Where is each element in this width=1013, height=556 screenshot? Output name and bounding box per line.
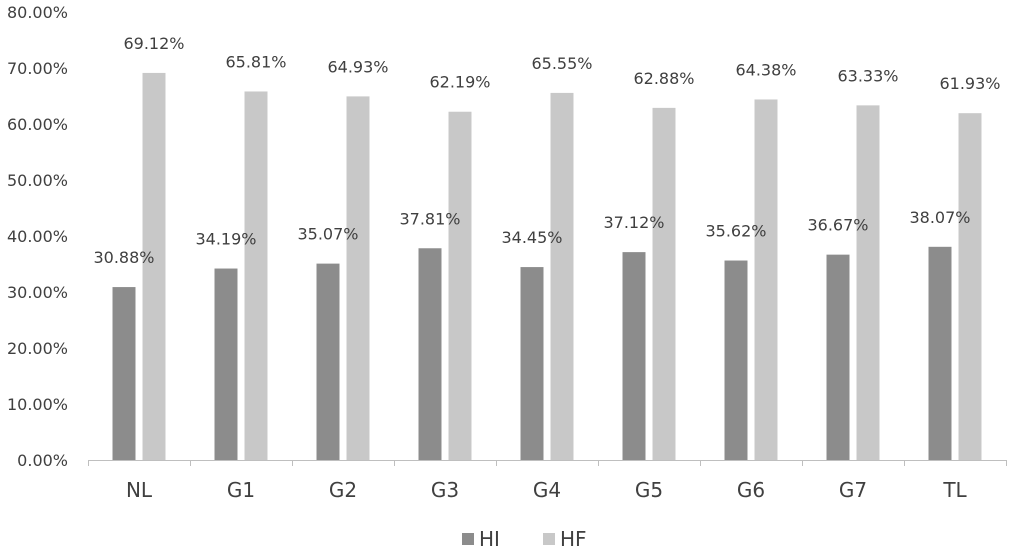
x-tick-label: G3 <box>431 478 459 502</box>
y-tick-label: 50.00% <box>7 171 68 190</box>
x-tick-label: G2 <box>329 478 357 502</box>
y-axis-labels: 0.00% 10.00% 20.00% 30.00% 40.00% 50.00% 60.00… <box>7 3 68 470</box>
bar-hi-g2 <box>316 263 340 460</box>
y-tick-label: 70.00% <box>7 59 68 78</box>
data-label-hf-g5: 62.88% <box>633 69 694 88</box>
legend-swatch-hf <box>543 533 555 545</box>
bar-hi-g7 <box>826 254 850 460</box>
x-tick-label: G5 <box>635 478 663 502</box>
y-tick-label: 40.00% <box>7 227 68 246</box>
y-tick-label: 0.00% <box>17 451 68 470</box>
data-label-hi-g5: 37.12% <box>603 213 664 232</box>
data-label-hi-tl: 38.07% <box>909 208 970 227</box>
data-label-hi-g1: 34.19% <box>195 230 256 249</box>
bar-hf-g4 <box>550 92 574 461</box>
data-label-hf-nl: 69.12% <box>123 34 184 53</box>
data-label-hi-nl: 30.88% <box>93 248 154 267</box>
data-label-hi-g3: 37.81% <box>399 209 460 228</box>
legend-label-hi: HI <box>479 527 500 551</box>
bar-hi-tl <box>928 246 952 460</box>
bar-hf-g6 <box>754 99 778 461</box>
x-tick-label: G4 <box>533 478 561 502</box>
data-label-hi-g4: 34.45% <box>501 228 562 247</box>
x-tick-label: NL <box>126 478 153 502</box>
bar-hf-g2 <box>346 96 370 460</box>
x-tick-label: TL <box>942 478 967 502</box>
y-tick-label: 10.00% <box>7 395 68 414</box>
legend-swatch-hi <box>462 533 474 545</box>
x-axis-ticks <box>88 460 1007 466</box>
data-label-hi-g6: 35.62% <box>705 222 766 241</box>
data-label-hi-g2: 35.07% <box>297 225 358 244</box>
legend-label-hf: HF <box>560 527 587 551</box>
bar-hi-g3 <box>418 248 442 460</box>
bar-hi-g5 <box>622 252 646 460</box>
bar-hf-g1 <box>244 91 268 461</box>
data-label-hf-g1: 65.81% <box>225 52 286 71</box>
x-tick-label: G7 <box>839 478 867 502</box>
x-tick-label: G6 <box>737 478 765 502</box>
data-label-hf-g4: 65.55% <box>531 54 592 73</box>
bar-hf-tl <box>958 113 982 460</box>
bar-hf-nl <box>142 72 166 460</box>
bar-hi-g6 <box>724 260 748 460</box>
data-label-hf-g3: 62.19% <box>429 73 490 92</box>
bars <box>112 72 982 461</box>
y-tick-label: 20.00% <box>7 339 68 358</box>
data-label-hf-g6: 64.38% <box>735 60 796 79</box>
data-label-hf-g7: 63.33% <box>837 66 898 85</box>
data-label-hf-g2: 64.93% <box>327 57 388 76</box>
bar-hi-g1 <box>214 268 238 460</box>
y-tick-label: 80.00% <box>7 3 68 22</box>
data-label-hf-tl: 61.93% <box>939 74 1000 93</box>
bar-hi-nl <box>112 287 136 460</box>
x-axis-labels: NL G1 G2 G3 G4 G5 G6 G7 TL <box>126 478 968 502</box>
bar-hi-g4 <box>520 267 544 460</box>
bar-hf-g3 <box>448 111 472 461</box>
y-tick-label: 30.00% <box>7 283 68 302</box>
bar-hf-g7 <box>856 105 880 461</box>
x-tick-label: G1 <box>227 478 255 502</box>
y-tick-label: 60.00% <box>7 115 68 134</box>
data-label-hi-g7: 36.67% <box>807 216 868 235</box>
legend: HI HF <box>462 527 587 551</box>
bar-hf-g5 <box>652 107 676 460</box>
data-labels: 30.88% 69.12% 34.19% 65.81% 35.07% 64.93% 37.8… <box>93 34 1000 267</box>
